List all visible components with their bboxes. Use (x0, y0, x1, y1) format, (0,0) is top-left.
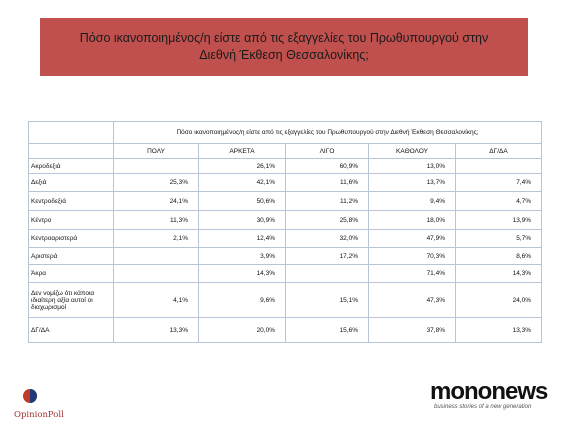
table-cell: 4,7% (454, 191, 543, 211)
table-row: Δεξιά 25,3% 42,1% 11,6% 13,7% 7,4% (28, 173, 543, 192)
table-cell: 24,0% (454, 282, 543, 318)
column-header: ΔΓ/ΔΑ (454, 143, 543, 159)
table-cell: 15,6% (285, 317, 369, 343)
table-cell: 8,6% (454, 247, 543, 265)
column-header: ΑΡΚΕΤΑ (198, 143, 286, 159)
row-label: Δεξιά (28, 173, 114, 192)
table-cell: 13,3% (113, 317, 199, 343)
table-cell: 11,6% (285, 173, 369, 192)
column-header: ΛΙΓΟ (285, 143, 369, 159)
table-cell: 9,6% (198, 282, 286, 318)
results-table: Πόσο ικανοποιημένος/η είστε από τις εξαγ… (28, 121, 543, 343)
table-cell: 25,3% (113, 173, 199, 192)
table-cell: 15,1% (285, 282, 369, 318)
table-cell: 25,8% (285, 210, 369, 230)
table-row: Δεν νομίζω ότι κάποια ιδιαίτερη αξία αυτ… (28, 282, 543, 318)
table-row: Κεντροδεξιά 24,1% 50,6% 11,2% 9,4% 4,7% (28, 191, 543, 211)
table-cell (454, 158, 543, 174)
row-label: Άκρα (28, 264, 114, 283)
table-cell: 32,0% (285, 229, 369, 248)
row-label: Δεν νομίζω ότι κάποια ιδιαίτερη αξία αυτ… (28, 282, 114, 318)
logo-tagline: business stories of a new generation (434, 404, 532, 410)
table-cell: 60,9% (285, 158, 369, 174)
table-cell: 2,1% (113, 229, 199, 248)
table-cell: 42,1% (198, 173, 286, 192)
table-cell: 47,9% (368, 229, 456, 248)
table-cell: 30,9% (198, 210, 286, 230)
mononews-logo: mononews business stories of a new gener… (430, 378, 548, 411)
table-cell (285, 264, 369, 283)
table-cell: 14,3% (454, 264, 543, 283)
table-cell: 37,8% (368, 317, 456, 343)
table-cell: 13,7% (368, 173, 456, 192)
table-cell: 11,3% (113, 210, 199, 230)
table-row: ΔΓ/ΔΑ 13,3% 20,0% 15,6% 37,8% 13,3% (28, 317, 543, 343)
opinionpoll-logo: OpinionPoll (14, 388, 74, 422)
table-cell: 11,2% (285, 191, 369, 211)
corner-cell (28, 121, 114, 144)
table-cell: 9,4% (368, 191, 456, 211)
table-cell: 18,0% (368, 210, 456, 230)
column-header: ΚΑΘΟΛΟΥ (368, 143, 456, 159)
title-box: Πόσο ικανοποιημένος/η είστε από τις εξαγ… (40, 18, 528, 76)
title: Πόσο ικανοποιημένος/η είστε από τις εξαγ… (79, 31, 489, 62)
row-label: Κέντρο (28, 210, 114, 230)
table-cell (113, 264, 199, 283)
logo-mark (23, 389, 37, 403)
column-header: ΠΟΛΥ (113, 143, 199, 159)
table-cell: 5,7% (454, 229, 543, 248)
table-row: Κεντροαριστερά 2,1% 12,4% 32,0% 47,9% 5,7% (28, 229, 543, 248)
column-row: ΠΟΛΥ ΑΡΚΕΤΑ ΛΙΓΟ ΚΑΘΟΛΟΥ ΔΓ/ΔΑ (28, 143, 543, 159)
logo-brand: mononews (430, 378, 548, 405)
table-cell: 7,4% (454, 173, 543, 192)
table-row: Κέντρο 11,3% 30,9% 25,8% 18,0% 13,9% (28, 210, 543, 230)
table-cell (113, 158, 199, 174)
table-row: Αριστερά 3,9% 17,2% 70,3% 8,6% (28, 247, 543, 265)
table-cell: 71,4% (368, 264, 456, 283)
table-cell (113, 247, 199, 265)
row-label: Κεντροαριστερά (28, 229, 114, 248)
table-cell: 3,9% (198, 247, 286, 265)
row-label: Ακροδεξιά (28, 158, 114, 174)
table-cell: 70,3% (368, 247, 456, 265)
row-label: ΔΓ/ΔΑ (28, 317, 114, 343)
row-label: Κεντροδεξιά (28, 191, 114, 211)
table-cell: 13,9% (454, 210, 543, 230)
table-row: Άκρα 14,3% 71,4% 14,3% (28, 264, 543, 283)
table-cell: 4,1% (113, 282, 199, 318)
logo-text: OpinionPoll (14, 410, 64, 420)
table-row: Ακροδεξιά 26,1% 60,9% 13,0% (28, 158, 543, 174)
table-cell: 14,3% (198, 264, 286, 283)
table-cell: 47,3% (368, 282, 456, 318)
table-cell: 12,4% (198, 229, 286, 248)
table-cell: 26,1% (198, 158, 286, 174)
table-cell: 13,3% (454, 317, 543, 343)
table-cell: 50,6% (198, 191, 286, 211)
table-cell: 17,2% (285, 247, 369, 265)
table-cell: 13,0% (368, 158, 456, 174)
corner-cell (28, 143, 114, 159)
table-header: Πόσο ικανοποιημένος/η είστε από τις εξαγ… (112, 121, 543, 144)
header-row: Πόσο ικανοποιημένος/η είστε από τις εξαγ… (28, 121, 543, 144)
table-cell: 24,1% (113, 191, 199, 211)
row-label: Αριστερά (28, 247, 114, 265)
table-cell: 20,0% (198, 317, 286, 343)
